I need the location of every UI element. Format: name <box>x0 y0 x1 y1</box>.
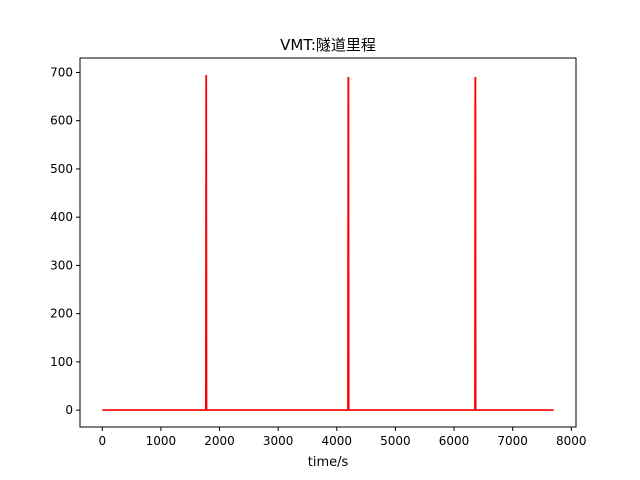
x-axis-label: time/s <box>308 455 349 470</box>
y-tick-label: 0 <box>65 403 73 417</box>
x-tick-label: 1000 <box>146 434 177 448</box>
x-tick-label: 4000 <box>322 434 353 448</box>
x-tick-label: 5000 <box>380 434 411 448</box>
plot-area: 0 1000 2000 3000 4000 5000 6000 7000 8000 0 100 20… <box>50 57 587 448</box>
x-tick-label: 3000 <box>263 434 294 448</box>
series-layer <box>102 75 554 411</box>
series-line <box>102 75 554 411</box>
x-axis-ticks: 0 1000 2000 3000 4000 5000 6000 7000 8000 <box>98 427 587 448</box>
axes-frame <box>79 57 577 428</box>
y-tick-label: 600 <box>50 114 73 128</box>
x-tick-label: 0 <box>98 434 106 448</box>
y-tick-label: 700 <box>50 65 73 79</box>
y-tick-label: 100 <box>50 355 73 369</box>
chart-title: VMT:隧道里程 <box>280 36 376 54</box>
x-tick-label: 8000 <box>556 434 587 448</box>
y-tick-label: 500 <box>50 162 73 176</box>
x-tick-label: 2000 <box>204 434 235 448</box>
y-axis-ticks: 0 100 200 300 400 500 600 700 <box>50 65 80 417</box>
x-tick-label: 6000 <box>439 434 470 448</box>
x-tick-label: 7000 <box>497 434 528 448</box>
y-tick-label: 300 <box>50 258 73 272</box>
y-tick-label: 400 <box>50 210 73 224</box>
y-tick-label: 200 <box>50 307 73 321</box>
